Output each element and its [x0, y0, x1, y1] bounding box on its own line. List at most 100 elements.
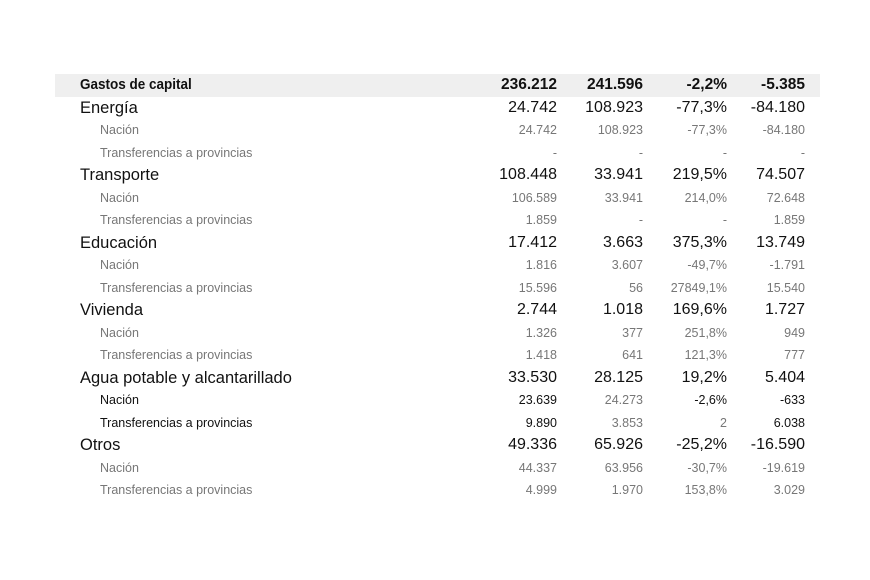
cell-col-2: - — [638, 145, 643, 160]
cell-col-2: 56 — [629, 280, 643, 295]
cell-col-1: 49.336 — [508, 436, 557, 453]
cell-col-4: 3.029 — [773, 483, 805, 497]
cell-col-1: 15.596 — [518, 280, 557, 295]
cell-col-4: -84.180 — [762, 123, 805, 137]
row-label: Transferencias a provincias — [100, 280, 253, 295]
cell-col-3: 219,5% — [672, 166, 727, 183]
table-row: Transferencias a provincias 1.418 641 121,3… — [55, 344, 820, 367]
cell-col-2: 3.853 — [611, 415, 643, 430]
table-row: Transferencias a provincias 4.999 1.970 153… — [55, 479, 820, 502]
cell-col-3: -49,7% — [687, 258, 727, 272]
cell-col-3: 251,8% — [684, 325, 727, 340]
cell-col-2: 3.663 — [602, 233, 643, 251]
table-category-row: Otros 49.336 65.926 -25,2% -16.590 — [55, 434, 820, 457]
cell-col-3: 121,3% — [684, 348, 727, 362]
cell-col-3: -30,7% — [687, 460, 727, 475]
row-label: Transferencias a provincias — [100, 483, 253, 497]
cell-col-4: -16.590 — [750, 436, 805, 453]
cell-col-1: 1.326 — [525, 325, 557, 340]
cell-col-3: 169,6% — [672, 301, 727, 318]
cell-col-2: 377 — [622, 325, 643, 340]
cell-col-4: 1.859 — [773, 213, 805, 227]
row-label: Nación — [100, 460, 139, 475]
table-row: Nación 23.639 24.273 -2,6% -633 — [55, 389, 820, 412]
cell-col-4: 1.727 — [764, 301, 805, 318]
cell-col-1: 17.412 — [508, 233, 557, 251]
cell-col-4: - — [800, 145, 805, 160]
cell-col-1: 1.859 — [525, 213, 557, 227]
table-row: Nación 1.816 3.607 -49,7% -1.791 — [55, 254, 820, 277]
cell-col-3: -25,2% — [676, 436, 727, 453]
cell-col-2: 63.956 — [604, 460, 643, 475]
cell-col-2: 241.596 — [586, 76, 643, 93]
row-label: Agua potable y alcantarillado — [80, 368, 292, 387]
cell-col-1: 1.418 — [525, 348, 557, 362]
cell-col-1: 44.337 — [518, 460, 557, 475]
row-label: Vivienda — [80, 301, 143, 319]
cell-col-2: 1.018 — [602, 301, 643, 318]
cell-col-4: -84.180 — [750, 98, 805, 116]
cell-col-1: 108.448 — [499, 166, 557, 183]
row-label: Transferencias a provincias — [100, 348, 253, 362]
row-label: Nación — [100, 325, 139, 340]
table-row: Transferencias a provincias 1.859 - - 1.859 — [55, 209, 820, 232]
row-label: Transferencias a provincias — [100, 145, 253, 160]
cell-col-4: 6.038 — [773, 415, 805, 430]
cell-col-4: -5.385 — [761, 76, 805, 93]
cell-col-4: -1.791 — [769, 258, 805, 272]
cell-col-3: 214,0% — [684, 190, 727, 205]
cell-col-3: 27849,1% — [670, 280, 727, 295]
cell-col-4: 13.749 — [756, 233, 805, 251]
row-label: Nación — [100, 393, 139, 407]
cell-col-1: 236.212 — [500, 76, 557, 93]
cell-col-1: 2.744 — [516, 301, 557, 318]
cell-col-2: - — [638, 213, 643, 227]
row-label: Transferencias a provincias — [100, 213, 253, 227]
row-label: Transporte — [80, 166, 160, 184]
cell-col-4: 5.404 — [764, 368, 805, 386]
cell-col-2: 33.941 — [594, 166, 643, 183]
row-label: Nación — [100, 123, 139, 137]
table-category-row: Energía 24.742 108.923 -77,3% -84.180 — [55, 97, 820, 120]
cell-col-3: -77,3% — [687, 123, 727, 137]
cell-col-1: - — [552, 145, 557, 160]
row-label: Nación — [100, 190, 139, 205]
cell-col-3: - — [722, 213, 727, 227]
cell-col-2: 108.923 — [585, 98, 643, 116]
cell-col-2: 1.970 — [611, 483, 643, 497]
cell-col-4: 777 — [784, 348, 805, 362]
table-row: Nación 24.742 108.923 -77,3% -84.180 — [55, 119, 820, 142]
cell-col-2: 65.926 — [594, 436, 643, 453]
table-row: Transferencias a provincias - - - - — [55, 142, 820, 165]
capital-expenditure-table: Gastos de capital 236.212 241.596 -2,2% -5.3… — [55, 74, 820, 502]
table-category-row: Agua potable y alcantarillado 33.530 28.12… — [55, 367, 820, 390]
table-row: Transferencias a provincias 15.596 56 27849… — [55, 277, 820, 300]
cell-col-4: 15.540 — [766, 280, 805, 295]
table-category-row: Educación 17.412 3.663 375,3% 13.749 — [55, 232, 820, 255]
cell-col-2: 24.273 — [604, 393, 643, 407]
table-category-row: Transporte 108.448 33.941 219,5% 74.507 — [55, 164, 820, 187]
row-label: Gastos de capital — [80, 76, 192, 93]
cell-col-4: 74.507 — [756, 166, 805, 183]
cell-col-2: 108.923 — [597, 123, 643, 137]
cell-col-3: 19,2% — [681, 368, 727, 386]
row-label: Nación — [100, 258, 139, 272]
row-label: Educación — [80, 233, 158, 252]
cell-col-4: 949 — [784, 325, 805, 340]
cell-col-1: 4.999 — [525, 483, 557, 497]
cell-col-1: 9.890 — [525, 415, 557, 430]
row-label: Energía — [80, 98, 138, 117]
cell-col-3: 2 — [720, 415, 727, 430]
cell-col-3: -2,6% — [694, 393, 727, 407]
cell-col-2: 3.607 — [611, 258, 643, 272]
table-category-row: Vivienda 2.744 1.018 169,6% 1.727 — [55, 299, 820, 322]
cell-col-1: 24.742 — [508, 98, 557, 116]
cell-col-2: 33.941 — [604, 190, 643, 205]
cell-col-3: - — [722, 145, 727, 160]
cell-col-4: -19.619 — [762, 460, 805, 475]
cell-col-4: -633 — [779, 393, 805, 407]
row-label: Otros — [80, 436, 121, 454]
table-row: Nación 44.337 63.956 -30,7% -19.619 — [55, 457, 820, 480]
cell-col-1: 24.742 — [518, 123, 557, 137]
cell-col-1: 1.816 — [525, 258, 557, 272]
